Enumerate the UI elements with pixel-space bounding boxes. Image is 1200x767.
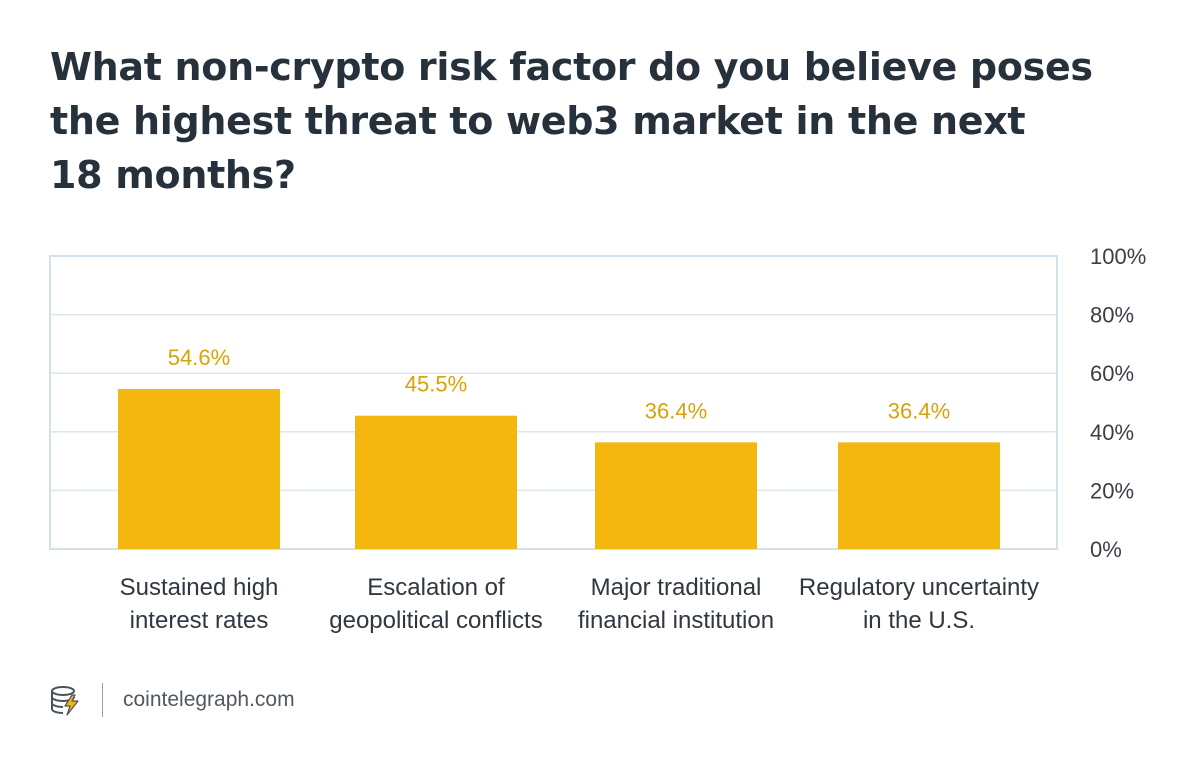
data-label: 36.4% — [888, 398, 950, 423]
bar — [118, 389, 280, 549]
bar — [595, 442, 757, 549]
x-category-label: geopolitical conflicts — [329, 607, 542, 634]
footer: cointelegraph.com — [48, 680, 295, 720]
title-line: What non-crypto risk factor do you belie… — [50, 45, 1093, 89]
data-label: 45.5% — [405, 372, 467, 397]
x-category-label: Escalation of — [367, 574, 505, 601]
x-category-label: Regulatory uncertainty — [799, 574, 1039, 601]
chart-title: What non-crypto risk factor do you belie… — [50, 40, 1093, 202]
x-category-label: interest rates — [130, 607, 269, 634]
title-line: 18 months? — [50, 153, 296, 197]
x-category-label: in the U.S. — [863, 607, 975, 634]
bar — [355, 415, 517, 549]
site-name: cointelegraph.com — [123, 688, 295, 711]
y-tick-label: 80% — [1090, 303, 1134, 328]
y-tick-label: 0% — [1090, 537, 1122, 562]
plot-frame — [49, 255, 1058, 550]
data-label: 36.4% — [645, 398, 707, 423]
footer-divider — [102, 683, 103, 717]
bar — [838, 442, 1000, 549]
x-category-label: Major traditional — [591, 574, 762, 601]
data-label: 54.6% — [168, 345, 230, 370]
cointelegraph-logo-icon — [51, 686, 79, 716]
title-line: the highest threat to web3 market in the… — [50, 99, 1026, 143]
y-tick-label: 60% — [1090, 361, 1134, 386]
y-tick-label: 20% — [1090, 478, 1134, 503]
y-tick-label: 100% — [1090, 244, 1146, 269]
x-category-label: Sustained high — [120, 574, 279, 601]
x-category-label: financial institution — [578, 607, 774, 634]
y-tick-label: 40% — [1090, 420, 1134, 445]
